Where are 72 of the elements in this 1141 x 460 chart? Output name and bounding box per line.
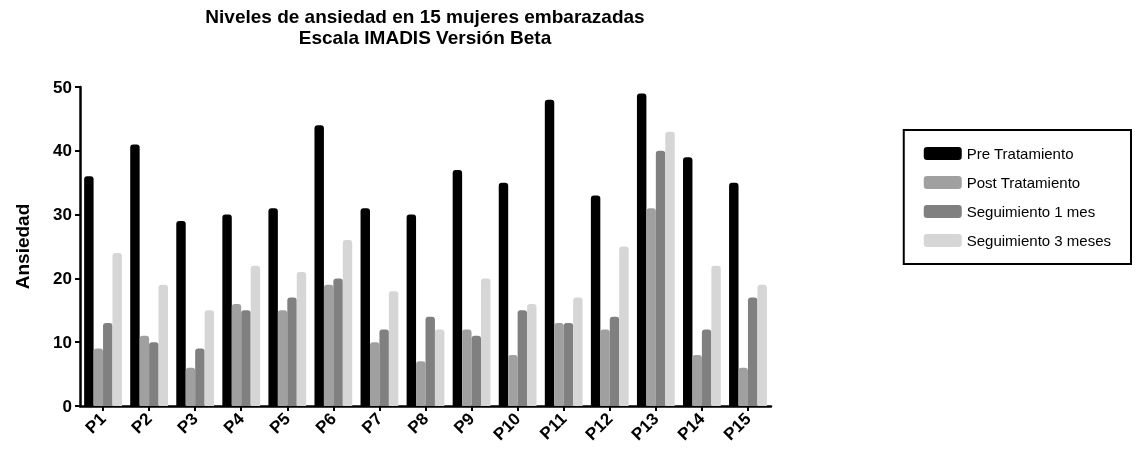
x-tick-label: P5 bbox=[265, 409, 295, 438]
legend-label: Pre Tratamiento bbox=[966, 145, 1074, 162]
x-tick-label: P6 bbox=[311, 409, 341, 438]
x-tick-label: P3 bbox=[173, 409, 202, 438]
bar bbox=[646, 208, 656, 406]
x-tick-label: P9 bbox=[450, 409, 479, 438]
y-tick-label: 30 bbox=[53, 205, 72, 225]
bar bbox=[342, 240, 353, 406]
x-tick-label: P8 bbox=[404, 409, 433, 438]
bar bbox=[103, 323, 113, 406]
bar bbox=[287, 297, 297, 406]
bar bbox=[185, 367, 196, 406]
bar bbox=[333, 278, 343, 406]
chart-title: Niveles de ansiedad en 15 mujeres embarazadas bbox=[205, 6, 645, 27]
bar bbox=[416, 361, 426, 406]
x-tick-label: P10 bbox=[489, 409, 525, 445]
bar bbox=[277, 310, 288, 406]
bar bbox=[757, 284, 767, 406]
bar bbox=[369, 342, 380, 406]
bar bbox=[204, 310, 215, 406]
x-tick-label: P13 bbox=[627, 409, 663, 445]
bar bbox=[609, 316, 620, 406]
bar bbox=[379, 329, 389, 406]
x-tick-label: P7 bbox=[358, 409, 387, 438]
bar bbox=[600, 329, 610, 406]
bar bbox=[296, 272, 307, 406]
bar bbox=[517, 310, 528, 406]
bar bbox=[738, 367, 748, 406]
bar bbox=[250, 265, 261, 406]
x-tick-label: P2 bbox=[127, 409, 156, 438]
x-tick-label: P4 bbox=[219, 408, 249, 438]
y-tick-label: 40 bbox=[53, 141, 72, 161]
bar bbox=[158, 284, 168, 406]
bar bbox=[241, 310, 251, 406]
bar bbox=[149, 342, 159, 406]
x-tick-label: P14 bbox=[673, 408, 709, 445]
bar bbox=[665, 131, 675, 406]
x-tick-label: P1 bbox=[81, 409, 110, 438]
bar bbox=[462, 329, 472, 406]
bar bbox=[231, 303, 242, 406]
legend-label: Seguimiento 3 meses bbox=[966, 232, 1112, 249]
bar bbox=[747, 297, 758, 406]
bar bbox=[655, 150, 666, 406]
y-tick-label: 20 bbox=[53, 268, 72, 288]
bar bbox=[93, 348, 104, 406]
x-tick-label: P11 bbox=[536, 409, 571, 444]
chart-subtitle: Escala IMADIS Versión Beta bbox=[298, 27, 552, 48]
bar bbox=[425, 316, 435, 406]
y-tick-label: 0 bbox=[62, 396, 72, 416]
legend-label: Seguimiento 1 mes bbox=[966, 203, 1096, 220]
bar bbox=[711, 265, 721, 406]
bar bbox=[139, 335, 150, 406]
bar bbox=[554, 323, 564, 406]
bar bbox=[471, 335, 482, 406]
bar bbox=[434, 329, 445, 406]
y-tick-label: 10 bbox=[53, 332, 72, 352]
bar bbox=[692, 354, 702, 406]
bar bbox=[481, 278, 491, 406]
bar bbox=[195, 348, 205, 406]
bar bbox=[527, 303, 537, 406]
y-axis-title: Ansiedad bbox=[12, 203, 33, 290]
legend-label: Post Tratamiento bbox=[966, 174, 1081, 191]
bar bbox=[619, 246, 629, 406]
x-tick-label: P12 bbox=[581, 409, 617, 445]
bar bbox=[112, 252, 122, 406]
bar bbox=[508, 354, 518, 406]
bar bbox=[388, 291, 399, 406]
bar bbox=[701, 329, 712, 406]
bar bbox=[573, 297, 583, 406]
y-tick-label: 50 bbox=[53, 77, 72, 97]
bar bbox=[323, 284, 334, 406]
bar bbox=[563, 323, 574, 406]
